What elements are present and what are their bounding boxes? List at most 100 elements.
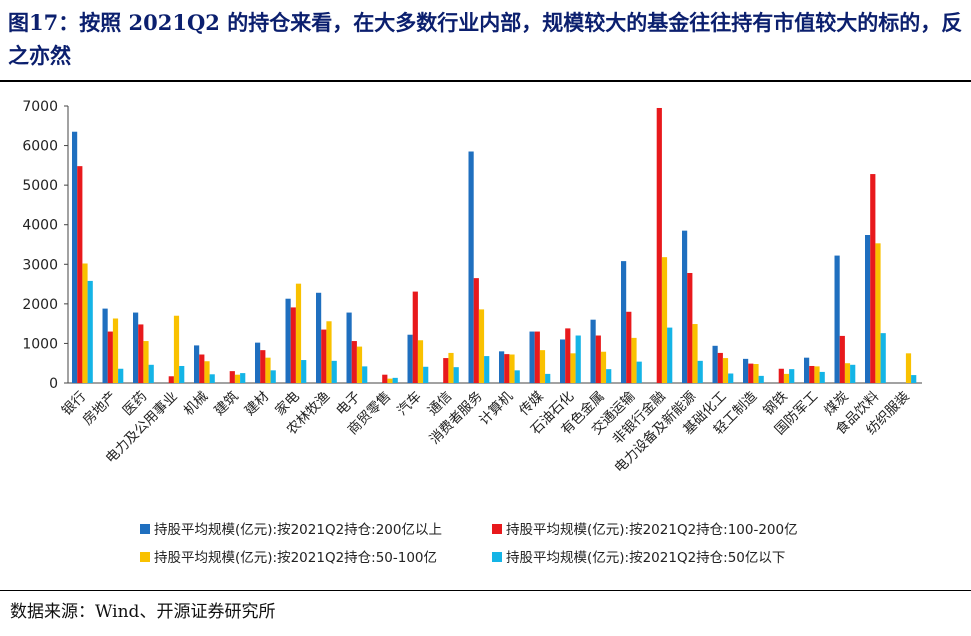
- bar-s4: [819, 371, 825, 383]
- category-label: 房地产: [80, 389, 120, 429]
- bar-s1: [682, 230, 688, 383]
- y-tick-label: 5000: [22, 178, 58, 194]
- bar-s3: [265, 357, 271, 383]
- bar-s2: [656, 107, 662, 383]
- bar-s1: [529, 331, 535, 383]
- bar-s3: [356, 346, 363, 383]
- category-label: 汽车: [394, 388, 425, 419]
- chart-bars: [72, 107, 917, 383]
- bar-s2: [839, 335, 845, 383]
- bar-s2: [229, 371, 235, 383]
- legend-label: 持股平均规模(亿元):按2021Q2持仓:200亿以上: [154, 522, 442, 538]
- bar-s4: [880, 333, 886, 383]
- bar-s1: [316, 292, 322, 383]
- bar-s1: [590, 319, 596, 383]
- bar-s3: [661, 257, 668, 383]
- bar-s1: [834, 255, 840, 383]
- bar-s3: [112, 318, 119, 383]
- bar-s4: [667, 327, 673, 383]
- bar-s4: [545, 373, 551, 383]
- bar-s4: [240, 373, 246, 383]
- legend-label: 持股平均规模(亿元):按2021Q2持仓:100-200亿: [506, 522, 798, 538]
- bar-s1: [621, 261, 627, 383]
- bar-s4: [331, 360, 337, 383]
- bar-s4: [423, 366, 429, 383]
- bar-s2: [870, 174, 876, 383]
- bar-s1: [133, 312, 139, 383]
- bar-s2: [443, 358, 449, 383]
- bar-s1: [102, 308, 108, 383]
- bar-s3: [600, 351, 607, 383]
- bar-s2: [595, 335, 601, 383]
- bar-s1: [499, 351, 505, 383]
- bar-s4: [148, 364, 154, 383]
- legend-swatch: [492, 524, 502, 534]
- bar-s1: [560, 339, 566, 383]
- bar-s1: [804, 357, 810, 383]
- bar-s3: [722, 358, 729, 383]
- bar-s3: [326, 321, 332, 383]
- bar-s4: [484, 356, 490, 383]
- category-label: 建材: [242, 389, 272, 419]
- bar-s4: [789, 369, 795, 383]
- y-tick-label: 7000: [22, 99, 58, 115]
- bar-s3: [692, 324, 698, 383]
- bar-s2: [138, 324, 144, 383]
- category-label: 计算机: [476, 388, 516, 428]
- bar-s3: [448, 352, 454, 383]
- bar-s2: [321, 329, 327, 383]
- bar-s4: [606, 369, 612, 383]
- y-tick-label: 1000: [22, 336, 58, 352]
- y-tick-label: 6000: [22, 139, 58, 155]
- bar-s2: [412, 291, 418, 383]
- y-tick-label: 2000: [22, 297, 58, 313]
- bar-s3: [478, 309, 485, 383]
- bar-s4: [270, 370, 276, 383]
- bar-s4: [87, 280, 93, 383]
- bar-s1: [407, 334, 413, 383]
- bar-s3: [814, 366, 820, 383]
- bar-s4: [514, 370, 520, 383]
- source-divider: [0, 590, 971, 591]
- bar-s3: [143, 341, 149, 383]
- legend-label: 持股平均规模(亿元):按2021Q2持仓:50亿以下: [506, 550, 785, 566]
- bar-s1: [468, 151, 474, 383]
- bar-s2: [290, 307, 296, 383]
- bar-s2: [168, 376, 174, 383]
- category-label: 建筑: [211, 388, 242, 419]
- bar-s4: [453, 367, 459, 383]
- category-label: 机械: [181, 389, 211, 419]
- bar-s4: [911, 375, 917, 383]
- bar-s3: [844, 363, 851, 383]
- bar-s3: [905, 353, 912, 383]
- source-note: 数据来源：Wind、开源证券研究所: [10, 602, 276, 622]
- bar-s3: [509, 354, 515, 383]
- legend-label: 持股平均规模(亿元):按2021Q2持仓:50-100亿: [154, 550, 437, 566]
- bar-s1: [255, 342, 261, 383]
- bar-s3: [387, 378, 393, 383]
- y-tick-label: 3000: [22, 257, 58, 273]
- bar-s4: [697, 360, 703, 383]
- bar-s1: [865, 235, 871, 383]
- bar-s2: [809, 365, 815, 383]
- bar-s4: [636, 361, 642, 383]
- bar-s3: [570, 353, 576, 383]
- bar-s3: [539, 350, 546, 383]
- bar-s2: [748, 363, 754, 383]
- bar-s4: [758, 375, 764, 383]
- bar-s3: [82, 263, 88, 383]
- bar-s4: [179, 365, 185, 383]
- bar-s4: [209, 374, 215, 383]
- bar-s1: [712, 345, 718, 383]
- bar-s4: [301, 360, 307, 383]
- y-tick-label: 0: [49, 376, 58, 392]
- bar-s3: [234, 374, 241, 383]
- bar-s2: [687, 272, 693, 383]
- bar-s2: [382, 374, 388, 383]
- legend-swatch: [140, 524, 150, 534]
- chart-legend: 持股平均规模(亿元):按2021Q2持仓:200亿以上 持股平均规模(亿元):按2…: [140, 522, 798, 566]
- bar-s2: [351, 341, 357, 383]
- bar-s2: [260, 350, 266, 383]
